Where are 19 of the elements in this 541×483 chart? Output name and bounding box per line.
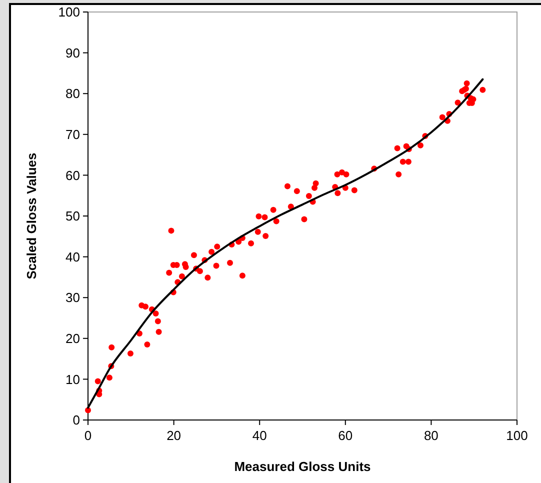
x-axis-title: Measured Gloss Units — [234, 459, 371, 474]
y-axis-title: Scaled Gloss Values — [24, 152, 39, 280]
y-tick-label: 0 — [72, 412, 80, 428]
x-tick-label: 20 — [166, 428, 182, 443]
y-tick-label: 100 — [58, 4, 80, 20]
y-tick-label: 70 — [66, 126, 80, 142]
y-tick-label: 40 — [66, 249, 80, 264]
x-tick-label: 80 — [424, 428, 438, 443]
x-tick-label: 40 — [252, 428, 267, 443]
y-tick-label: 50 — [66, 208, 80, 224]
x-tick-label: 60 — [338, 428, 353, 443]
y-tick-label: 30 — [66, 290, 80, 306]
y-tick-label: 60 — [66, 168, 80, 183]
y-tick-label: 90 — [66, 45, 80, 60]
y-tick-label: 80 — [66, 86, 80, 102]
y-tick-label: 20 — [66, 330, 80, 346]
y-tick-label: 10 — [66, 372, 80, 387]
x-tick-label: 100 — [506, 428, 528, 443]
x-tick-label: 0 — [84, 428, 92, 443]
